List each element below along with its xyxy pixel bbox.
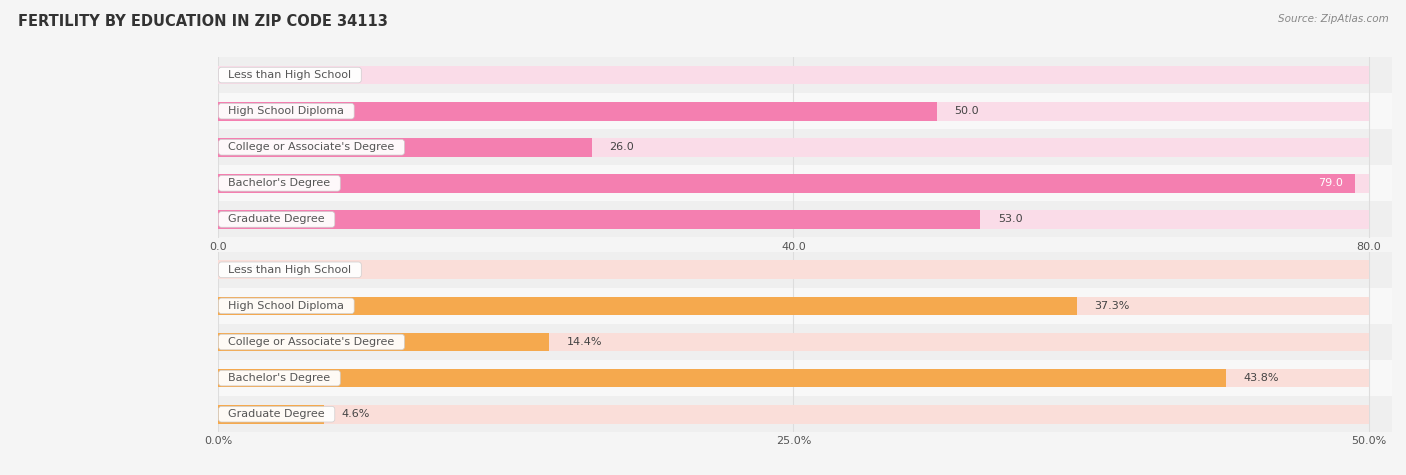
Bar	[218, 296, 1077, 315]
Text: Graduate Degree: Graduate Degree	[221, 409, 332, 419]
Bar	[218, 138, 592, 157]
Bar	[218, 369, 1369, 388]
Bar	[218, 66, 1369, 85]
Text: 0.0: 0.0	[235, 70, 253, 80]
Text: 50.0: 50.0	[955, 106, 979, 116]
Bar	[218, 102, 938, 121]
Bar	[218, 324, 1406, 360]
Bar	[218, 138, 1369, 157]
Text: High School Diploma: High School Diploma	[221, 106, 352, 116]
Text: 0.0%: 0.0%	[235, 265, 263, 275]
Bar	[218, 360, 1406, 396]
Bar	[218, 210, 980, 229]
Bar	[218, 396, 1406, 432]
Bar	[218, 369, 1226, 388]
Bar	[218, 57, 1406, 93]
Text: High School Diploma: High School Diploma	[221, 301, 352, 311]
Text: Less than High School: Less than High School	[221, 265, 359, 275]
Text: Graduate Degree: Graduate Degree	[221, 214, 332, 225]
Text: 14.4%: 14.4%	[567, 337, 602, 347]
Text: 53.0: 53.0	[998, 214, 1022, 225]
Bar	[218, 129, 1406, 165]
Bar	[218, 93, 1406, 129]
Text: Source: ZipAtlas.com: Source: ZipAtlas.com	[1278, 14, 1389, 24]
Bar	[218, 210, 1369, 229]
Bar	[218, 102, 1369, 121]
Text: FERTILITY BY EDUCATION IN ZIP CODE 34113: FERTILITY BY EDUCATION IN ZIP CODE 34113	[18, 14, 388, 29]
Text: 43.8%: 43.8%	[1243, 373, 1279, 383]
Bar	[218, 260, 1369, 279]
Bar	[218, 332, 550, 352]
Bar	[218, 405, 323, 424]
Bar	[218, 252, 1406, 288]
Bar	[218, 165, 1406, 201]
Bar	[218, 296, 1369, 315]
Text: Bachelor's Degree: Bachelor's Degree	[221, 178, 337, 189]
Text: 37.3%: 37.3%	[1094, 301, 1129, 311]
Bar	[218, 288, 1406, 324]
Bar	[218, 174, 1369, 193]
Text: College or Associate's Degree: College or Associate's Degree	[221, 337, 402, 347]
Bar	[218, 174, 1354, 193]
Text: 79.0: 79.0	[1319, 178, 1343, 189]
Text: Less than High School: Less than High School	[221, 70, 359, 80]
Bar	[218, 201, 1406, 238]
Text: 4.6%: 4.6%	[342, 409, 370, 419]
Text: 26.0: 26.0	[609, 142, 634, 152]
Text: College or Associate's Degree: College or Associate's Degree	[221, 142, 402, 152]
Text: Bachelor's Degree: Bachelor's Degree	[221, 373, 337, 383]
Bar	[218, 332, 1369, 352]
Bar	[218, 405, 1369, 424]
